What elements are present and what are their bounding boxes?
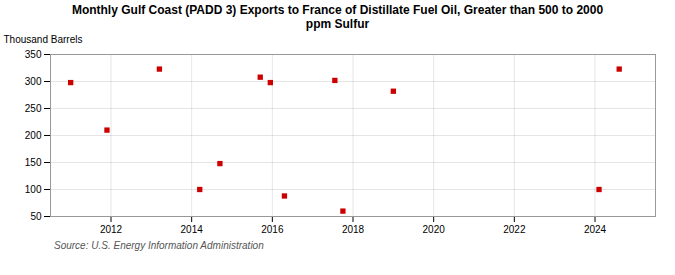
svg-text:2016: 2016 bbox=[261, 223, 284, 234]
svg-text:250: 250 bbox=[25, 102, 42, 113]
svg-text:2024: 2024 bbox=[584, 223, 607, 234]
svg-text:2022: 2022 bbox=[503, 223, 526, 234]
html-text:Monthly Gulf Coast (PADD 3) Ex: Monthly Gulf Coast (PADD 3) Exports to F… bbox=[71, 3, 604, 32]
svg-text:50: 50 bbox=[30, 210, 42, 221]
svg-text:300: 300 bbox=[25, 75, 42, 86]
svg-text:100: 100 bbox=[25, 183, 42, 194]
svg-text:Thousand Barrels: Thousand Barrels bbox=[4, 33, 83, 44]
svg-text:2012: 2012 bbox=[100, 223, 123, 234]
svg-text:150: 150 bbox=[25, 156, 42, 167]
svg-text:350: 350 bbox=[25, 48, 42, 59]
html-text:Source: U.S. Energy Informatio: Source: U.S. Energy Information Administ… bbox=[54, 239, 264, 251]
svg-text:2018: 2018 bbox=[342, 223, 365, 234]
svg-text:2020: 2020 bbox=[423, 223, 446, 234]
svg-text:2014: 2014 bbox=[181, 223, 204, 234]
svg-text:200: 200 bbox=[25, 129, 42, 140]
